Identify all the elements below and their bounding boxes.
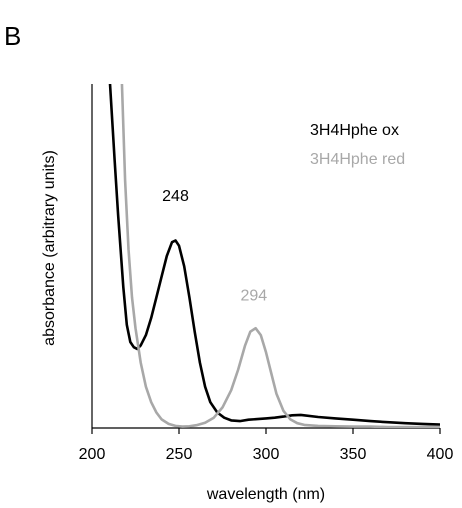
plot-area: 200 250 300 350 400: [79, 84, 454, 463]
legend-entry-3h4hphe-ox: 3H4Hphe ox: [310, 122, 399, 139]
x-axis-label: wavelength (nm): [206, 486, 325, 503]
panel-label: B: [4, 21, 21, 51]
x-tick-label: 250: [166, 446, 193, 463]
x-tick-label: 400: [427, 446, 454, 463]
x-tick-label: 350: [340, 446, 367, 463]
peak-label-294: 294: [240, 288, 267, 305]
x-tick-label: 200: [79, 446, 106, 463]
peak-label-248: 248: [162, 188, 189, 205]
legend-entry-3h4hphe-red: 3H4Hphe red: [310, 151, 405, 168]
series-line-red: [120, 84, 440, 428]
x-tick-label: 300: [253, 446, 280, 463]
y-axis-label: absorbance (arbitrary units): [41, 150, 58, 346]
series-line-ox: [108, 84, 440, 426]
